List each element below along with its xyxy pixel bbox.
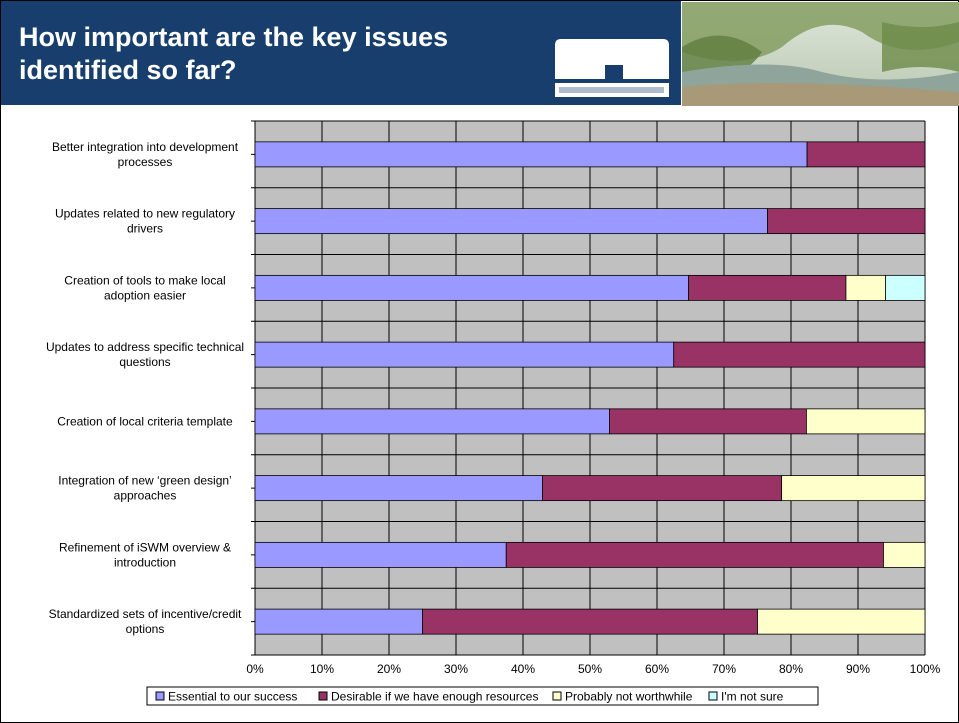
bar-segment [767,208,926,235]
category-label: Creation of local criteria template [57,414,233,428]
bar-segment [254,608,423,635]
x-tick-label: 40% [511,662,535,676]
x-tick-label: 80% [779,662,803,676]
bar-segment [845,274,886,301]
category-label: Refinement of iSWM overview & introductio… [59,540,231,569]
bar-segment [673,341,926,368]
category-label: Updates related to new regulatory drivers [55,207,235,236]
x-tick-label: 90% [846,662,870,676]
slide-header: How important are the key issues identif… [1,1,959,106]
legend-swatch [552,691,562,701]
bar-segment [254,408,610,435]
legend-swatch [708,691,718,701]
category-label: Updates to address specific technical que… [46,340,244,369]
x-tick-label: 30% [444,662,468,676]
bar-segment [885,274,926,301]
category-label: Better integration into development proce… [52,140,239,169]
x-tick-label: 50% [578,662,602,676]
legend-label: Desirable if we have enough resources [331,690,538,704]
legend-swatch [155,691,165,701]
x-tick-label: 70% [712,662,736,676]
bar-segment [806,141,926,168]
x-tick-label: 20% [377,662,401,676]
legend-label: Essential to our success [168,690,297,704]
category-label: Integration of new ‘green design’ approac… [58,474,231,503]
bar-segment [781,475,926,502]
bar-segment [688,274,847,301]
legend-label: Probably not worthwhile [565,690,693,704]
bar-segment [422,608,758,635]
x-tick-label: 10% [310,662,334,676]
bar-segment [757,608,926,635]
slide-title: How important are the key issues identif… [19,22,449,85]
bar-segment [542,475,783,502]
bar-segment [609,408,807,435]
legend-swatch [318,691,328,701]
x-tick-label: 0% [246,662,264,676]
category-label: Standardized sets of incentive/credit opt… [49,607,242,636]
category-label: Creation of tools to make local adoption … [64,273,225,302]
bar-segment [505,541,884,568]
bar-segment [254,541,507,568]
legend-box [146,686,819,706]
x-tick-label: 60% [645,662,669,676]
bar-segment [883,541,926,568]
bar-segment [254,274,689,301]
bar-segment [254,141,808,168]
x-tick-label: 100% [910,662,941,676]
bar-segment [806,408,926,435]
bar-segment [254,208,768,235]
river-photo [682,2,959,106]
bar-segment [254,475,543,502]
organization-logo [555,39,669,97]
legend-label: I'm not sure [721,690,784,704]
bar-segment [254,341,675,368]
